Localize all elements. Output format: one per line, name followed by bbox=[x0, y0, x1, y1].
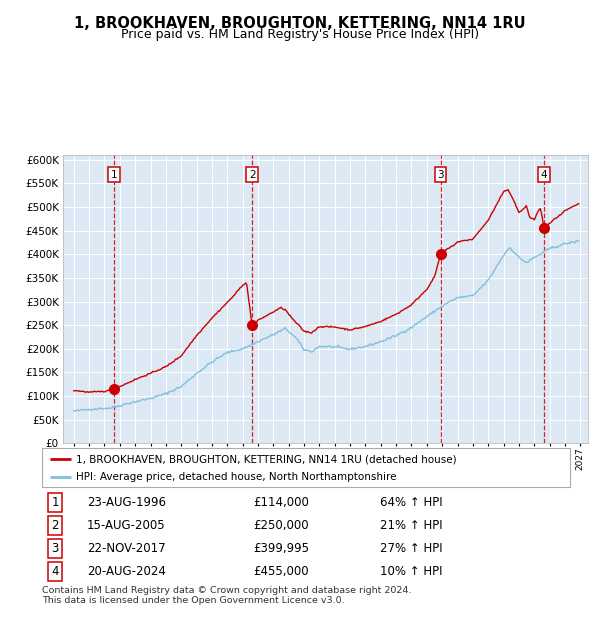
Text: 2: 2 bbox=[249, 170, 256, 180]
Text: 22-NOV-2017: 22-NOV-2017 bbox=[87, 542, 166, 555]
Text: £250,000: £250,000 bbox=[253, 519, 309, 532]
Text: 1, BROOKHAVEN, BROUGHTON, KETTERING, NN14 1RU: 1, BROOKHAVEN, BROUGHTON, KETTERING, NN1… bbox=[74, 16, 526, 30]
Text: 3: 3 bbox=[437, 170, 444, 180]
Text: 1: 1 bbox=[111, 170, 118, 180]
Text: 2: 2 bbox=[52, 519, 59, 532]
Text: 1: 1 bbox=[52, 496, 59, 509]
Text: £455,000: £455,000 bbox=[253, 565, 309, 578]
Text: Price paid vs. HM Land Registry's House Price Index (HPI): Price paid vs. HM Land Registry's House … bbox=[121, 28, 479, 41]
Text: Contains HM Land Registry data © Crown copyright and database right 2024.
This d: Contains HM Land Registry data © Crown c… bbox=[42, 586, 412, 605]
Text: 3: 3 bbox=[52, 542, 59, 555]
Text: 10% ↑ HPI: 10% ↑ HPI bbox=[380, 565, 442, 578]
Text: 21% ↑ HPI: 21% ↑ HPI bbox=[380, 519, 443, 532]
Text: £399,995: £399,995 bbox=[253, 542, 309, 555]
Text: £114,000: £114,000 bbox=[253, 496, 309, 509]
Text: 4: 4 bbox=[541, 170, 547, 180]
Text: 1, BROOKHAVEN, BROUGHTON, KETTERING, NN14 1RU (detached house): 1, BROOKHAVEN, BROUGHTON, KETTERING, NN1… bbox=[76, 454, 457, 464]
Text: 64% ↑ HPI: 64% ↑ HPI bbox=[380, 496, 443, 509]
Text: 4: 4 bbox=[52, 565, 59, 578]
Text: HPI: Average price, detached house, North Northamptonshire: HPI: Average price, detached house, Nort… bbox=[76, 472, 397, 482]
Text: 15-AUG-2005: 15-AUG-2005 bbox=[87, 519, 166, 532]
Text: 20-AUG-2024: 20-AUG-2024 bbox=[87, 565, 166, 578]
Text: 23-AUG-1996: 23-AUG-1996 bbox=[87, 496, 166, 509]
Text: 27% ↑ HPI: 27% ↑ HPI bbox=[380, 542, 443, 555]
